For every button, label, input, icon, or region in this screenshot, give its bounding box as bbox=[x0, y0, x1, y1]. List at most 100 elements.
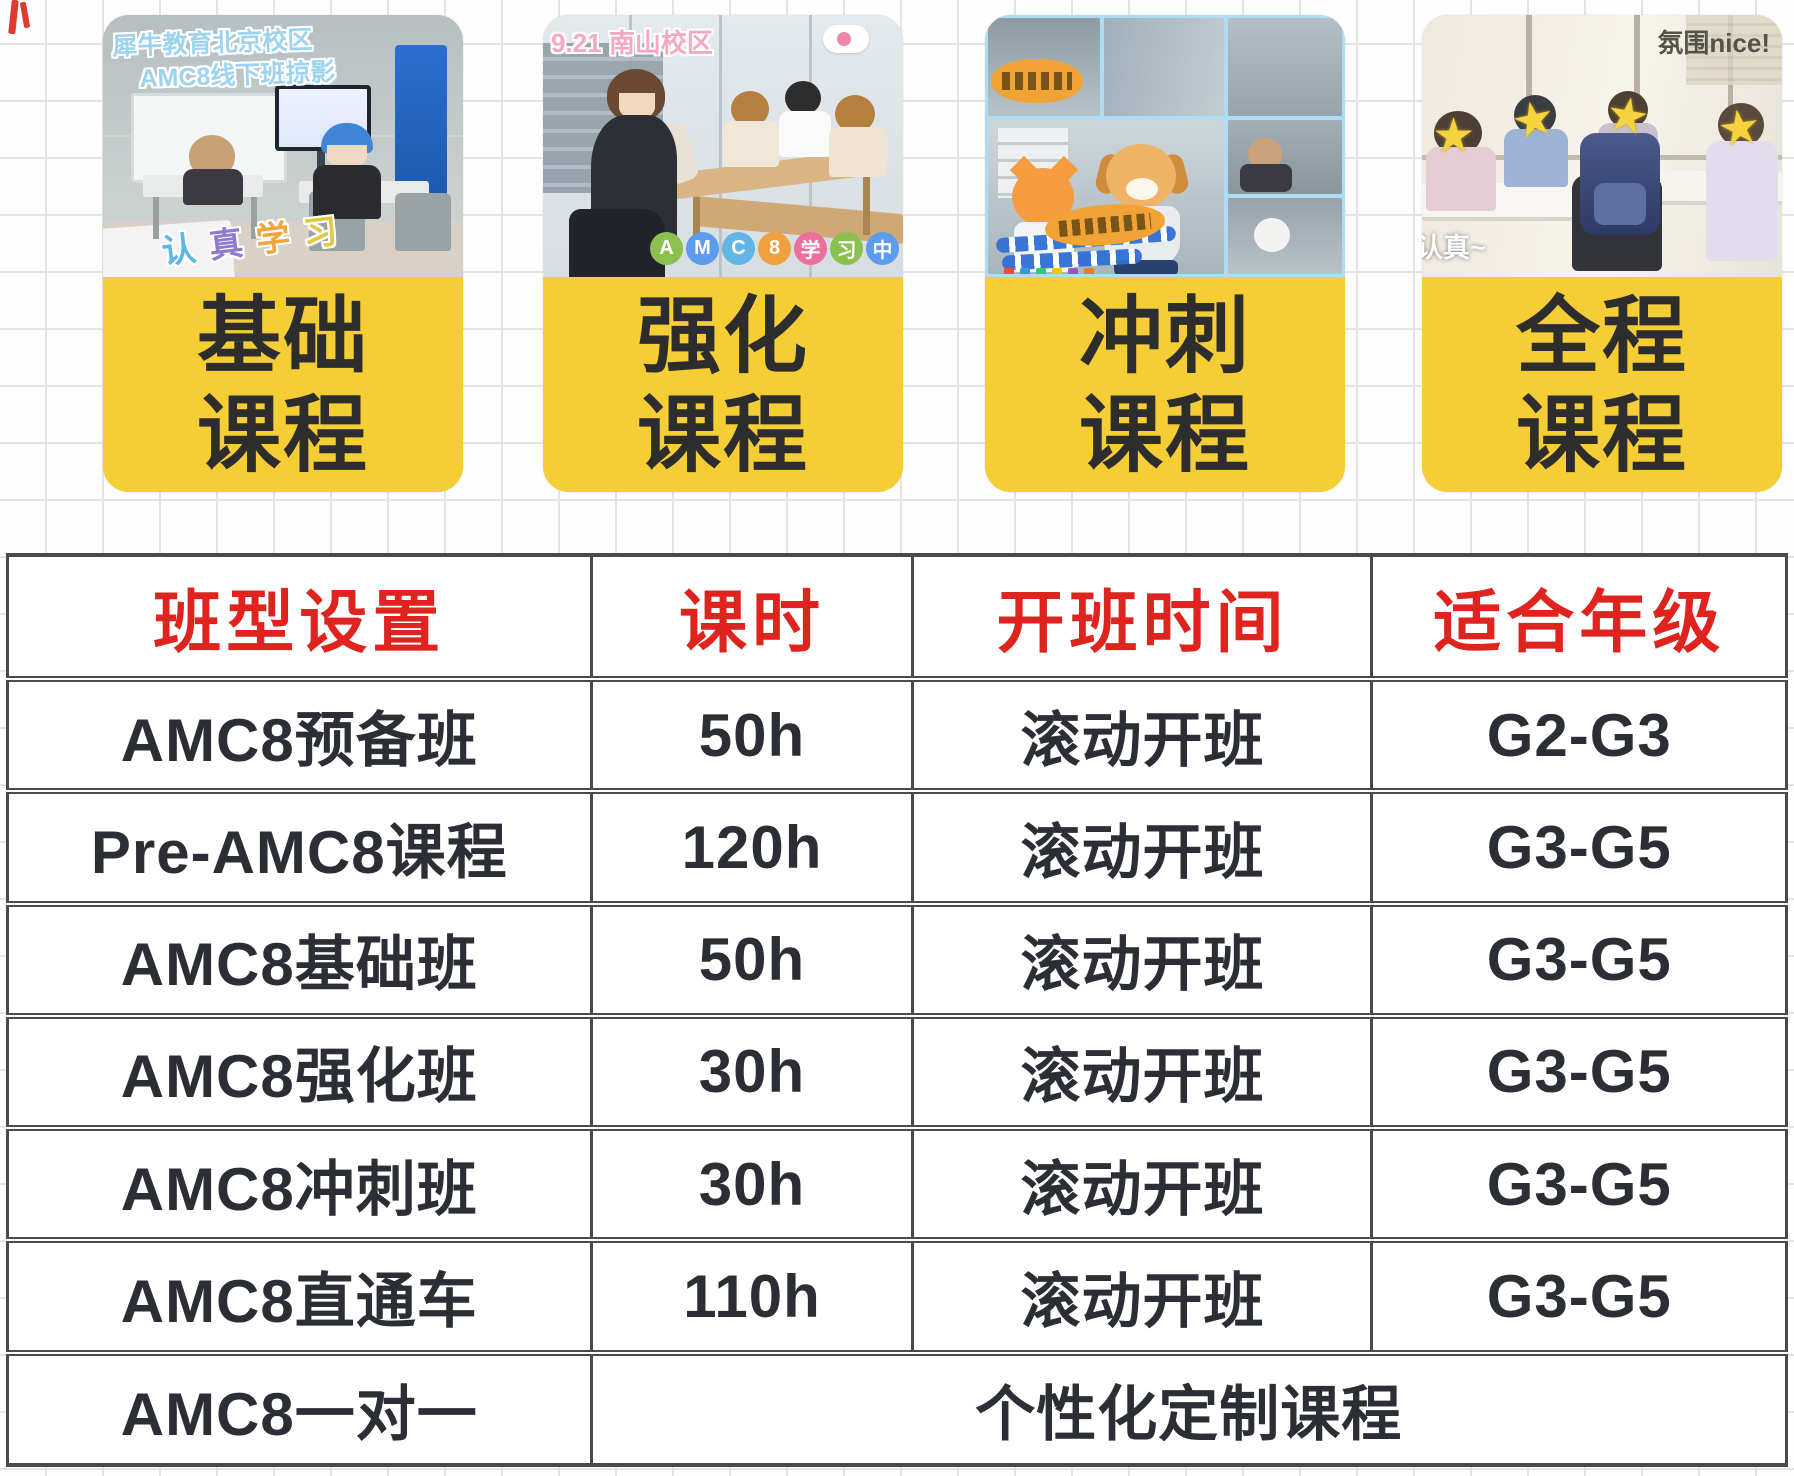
table-row: AMC8基础班 50h 滚动开班 G3-G5 bbox=[6, 903, 1788, 1019]
classroom-photo-bright: ★ ★ ★ ★ 氛围nice! 认真~ bbox=[1422, 15, 1782, 277]
badge-char: A bbox=[650, 232, 683, 265]
sticker-char: 真 bbox=[206, 223, 248, 266]
confetti-dots bbox=[1004, 268, 1094, 274]
photo-caption: 犀牛教育北京校区 AMC8线下班掠影 bbox=[112, 23, 336, 97]
stray-red-mark bbox=[8, 0, 34, 38]
cell-grades: G3-G5 bbox=[1370, 903, 1788, 1019]
student-figure bbox=[1514, 95, 1556, 135]
cell-class-type: AMC8一对一 bbox=[6, 1352, 593, 1468]
table-row-one-on-one: AMC8一对一 个性化定制课程 bbox=[6, 1352, 1788, 1468]
student-figure bbox=[1240, 164, 1292, 192]
student-figure bbox=[1706, 141, 1778, 261]
cell-custom-course: 个性化定制课程 bbox=[589, 1352, 1788, 1468]
card-label-line2: 课程 bbox=[196, 388, 369, 482]
collage-tile bbox=[1228, 198, 1342, 274]
card-label-line1: 冲刺 bbox=[1078, 289, 1251, 383]
card-label-full: 全程 课程 bbox=[1422, 277, 1782, 492]
card-label-line2: 课程 bbox=[1515, 388, 1688, 482]
sticker-char: 习 bbox=[301, 212, 342, 255]
collage-tile bbox=[1228, 18, 1342, 116]
header-hours: 课时 bbox=[589, 553, 915, 682]
desk-leg bbox=[863, 175, 870, 235]
cell-start-time: 滚动开班 bbox=[911, 1240, 1374, 1356]
star-face-icon: ★ bbox=[1506, 90, 1560, 151]
course-table: 班型设置 课时 开班时间 适合年级 AMC8预备班 50h 滚动开班 G2-G3… bbox=[6, 553, 1788, 1468]
table-row: Pre-AMC8课程 120h 滚动开班 G3-G5 bbox=[6, 791, 1788, 907]
desk-leg bbox=[693, 197, 700, 253]
student-figure bbox=[779, 111, 831, 157]
speech-bubble bbox=[991, 59, 1083, 103]
cell-hours: 50h bbox=[589, 679, 915, 795]
window-frame bbox=[1526, 15, 1532, 165]
card-label-intensive: 强化 课程 bbox=[543, 277, 903, 492]
student-figure bbox=[723, 121, 779, 167]
student-figure bbox=[1426, 147, 1496, 211]
cell-class-type: AMC8冲刺班 bbox=[6, 1128, 593, 1244]
badge-char: 习 bbox=[830, 232, 863, 265]
dog-snout bbox=[1126, 178, 1158, 200]
star-face-icon: ★ bbox=[1714, 99, 1765, 158]
desk-leg bbox=[251, 197, 257, 239]
course-card-foundation: 犀牛教育北京校区 AMC8线下班掠影 认 真 学 习 基础 课程 bbox=[103, 15, 463, 492]
course-card-full: ★ ★ ★ ★ 氛围nice! 认真~ 全程 课程 bbox=[1422, 15, 1782, 492]
header-start-time: 开班时间 bbox=[911, 553, 1374, 682]
cell-class-type: AMC8基础班 bbox=[6, 903, 593, 1019]
caption-line2: AMC8线下班掠影 bbox=[139, 58, 336, 93]
student-figure bbox=[1718, 103, 1764, 147]
cell-hours: 120h bbox=[589, 791, 915, 907]
badge-char: C bbox=[722, 232, 755, 265]
student-figure bbox=[327, 145, 367, 167]
cell-hours: 30h bbox=[589, 1128, 915, 1244]
amc8-studying-badges: A M C 8 学 习 中 bbox=[650, 232, 899, 265]
photo-caption: 9.21 南山校区 bbox=[551, 28, 713, 58]
cell-start-time: 滚动开班 bbox=[911, 1015, 1374, 1132]
course-card-sprint: 冲刺 课程 bbox=[985, 15, 1345, 492]
course-card-intensive: 9.21 南山校区 A M C 8 学 习 中 强化 课程 bbox=[543, 15, 903, 492]
cell-hours: 110h bbox=[589, 1240, 915, 1356]
card-label-foundation: 基础 课程 bbox=[103, 277, 463, 492]
collage-tile bbox=[1228, 120, 1342, 194]
cell-start-time: 滚动开班 bbox=[911, 791, 1374, 907]
cell-start-time: 滚动开班 bbox=[911, 1128, 1374, 1244]
card-label-line1: 强化 bbox=[636, 289, 809, 383]
card-label-sprint: 冲刺 课程 bbox=[985, 277, 1345, 492]
caption-line1: 犀牛教育北京校区 bbox=[111, 25, 313, 61]
table-row: AMC8强化班 30h 滚动开班 G3-G5 bbox=[6, 1015, 1788, 1132]
backpack-pocket bbox=[1594, 183, 1646, 225]
card-label-line1: 全程 bbox=[1515, 289, 1688, 383]
cell-start-time: 滚动开班 bbox=[911, 679, 1374, 795]
sticker-char: 学 bbox=[253, 218, 295, 261]
cell-grades: G2-G3 bbox=[1370, 679, 1788, 795]
photo-caption: 氛围nice! bbox=[1657, 28, 1770, 58]
badge-char: 8 bbox=[758, 232, 791, 265]
badge-char: 中 bbox=[866, 232, 899, 265]
face-sticker bbox=[823, 25, 869, 53]
student-figure bbox=[835, 95, 875, 133]
window-frame bbox=[1634, 15, 1640, 161]
cell-class-type: AMC8强化班 bbox=[6, 1015, 593, 1132]
student-figure bbox=[313, 165, 381, 219]
cell-class-type: AMC8直通车 bbox=[6, 1240, 593, 1356]
photo-caption: 认真~ bbox=[1422, 233, 1486, 263]
cell-start-time: 滚动开班 bbox=[911, 903, 1374, 1019]
classroom-photo-nanshan: 9.21 南山校区 A M C 8 学 习 中 bbox=[543, 15, 903, 277]
sticker-char: 认 bbox=[159, 229, 201, 272]
chair bbox=[395, 193, 451, 251]
classroom-photo-beijing: 犀牛教育北京校区 AMC8线下班掠影 认 真 学 习 bbox=[103, 15, 463, 277]
cell-grades: G3-G5 bbox=[1370, 1240, 1788, 1356]
cell-hours: 50h bbox=[589, 903, 915, 1019]
table-header-row: 班型设置 课时 开班时间 适合年级 bbox=[6, 553, 1788, 682]
office-chair bbox=[569, 209, 665, 277]
cell-class-type: Pre-AMC8课程 bbox=[6, 791, 593, 907]
card-label-line2: 课程 bbox=[1078, 388, 1251, 482]
header-class-type: 班型设置 bbox=[6, 553, 593, 682]
student-figure bbox=[785, 81, 821, 115]
student-figure bbox=[1254, 218, 1290, 252]
cell-grades: G3-G5 bbox=[1370, 1128, 1788, 1244]
window-frame bbox=[1728, 15, 1733, 155]
badge-char: 学 bbox=[794, 232, 827, 265]
collage-tile bbox=[1104, 18, 1224, 116]
desk-leg bbox=[153, 197, 159, 239]
badge-char: M bbox=[686, 232, 719, 265]
table-row: AMC8冲刺班 30h 滚动开班 G3-G5 bbox=[6, 1128, 1788, 1244]
